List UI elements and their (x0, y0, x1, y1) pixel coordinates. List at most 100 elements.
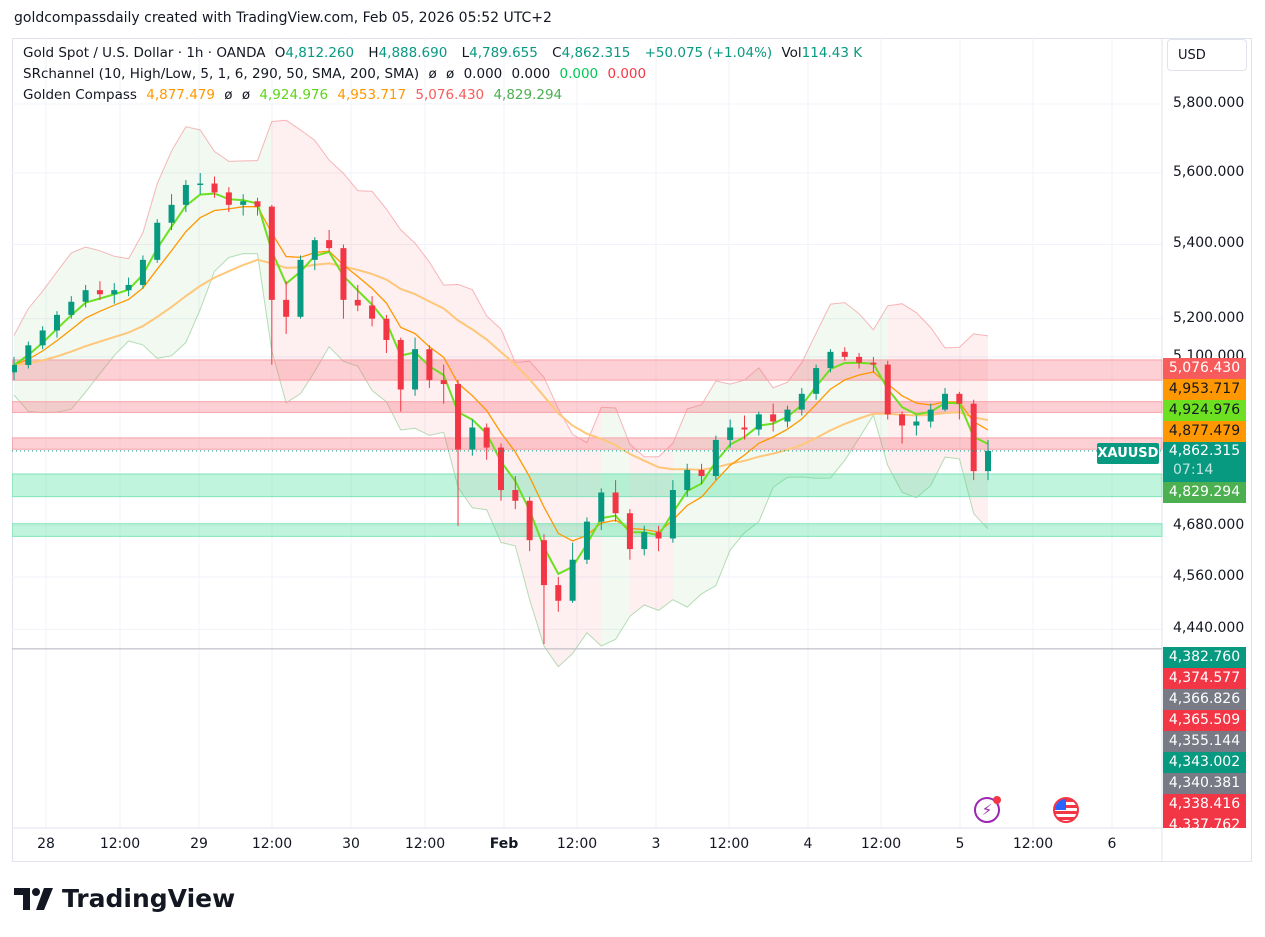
symbol-name[interactable]: Gold Spot / U.S. Dollar · 1h · OANDA (23, 45, 266, 61)
price-label: 4,338.416 (1163, 794, 1246, 815)
us-flag-icon[interactable] (1053, 797, 1079, 823)
lightning-event-icon[interactable]: ⚡ (974, 796, 1001, 823)
candle-body (655, 532, 662, 539)
price-label: 4,343.002 (1163, 752, 1246, 773)
open-value: 4,812.260 (285, 45, 355, 61)
sr-value: 0.000 (559, 66, 599, 82)
band-fill (257, 121, 272, 351)
gc-value: ø (224, 87, 233, 103)
candle-body (770, 414, 777, 422)
price-label: 5,076.430 (1163, 358, 1246, 379)
price-label: 4,366.826 (1163, 689, 1246, 710)
band-fill (715, 380, 731, 586)
band-fill (128, 232, 143, 345)
band-fill (543, 377, 559, 667)
candle-body (340, 248, 347, 300)
band-fill (572, 434, 587, 654)
low-label: L (461, 45, 470, 61)
sr-zone-red (12, 437, 1163, 450)
candle-body (970, 403, 977, 472)
golden-compass-name[interactable]: Golden Compass (23, 87, 137, 103)
chart-credit: goldcompassdaily created with TradingVie… (14, 10, 552, 26)
candle-body (455, 384, 462, 450)
gc-value: ø (241, 87, 251, 103)
sr-zone-green (12, 473, 1163, 498)
gc-value: 4,924.976 (259, 87, 329, 103)
candle-body (813, 368, 820, 394)
currency-button[interactable]: USD (1167, 39, 1247, 71)
time-tick-label: 12:00 (708, 836, 750, 852)
candle-body (727, 427, 734, 440)
price-tick-label: 4,440.000 (1173, 620, 1245, 637)
band-fill (830, 302, 845, 479)
band-fill (773, 382, 788, 488)
band-fill (443, 284, 459, 488)
open-label: O (274, 45, 286, 61)
mid-ma-line (13, 206, 989, 542)
candle-body (426, 349, 433, 381)
candle-body (827, 351, 834, 369)
time-tick-label: 30 (342, 836, 360, 852)
candle-body (283, 299, 290, 317)
candle-body (569, 559, 576, 601)
sr-value: 0.000 (607, 66, 647, 82)
candle-body (612, 492, 619, 514)
price-label: 4,340.381 (1163, 773, 1246, 794)
price-tick-label: 5,600.000 (1173, 163, 1245, 180)
price-chart[interactable] (12, 38, 1252, 862)
band-fill (486, 316, 501, 543)
time-tick-label: 12:00 (860, 836, 902, 852)
band-fill (916, 312, 931, 498)
band-fill (300, 129, 315, 394)
candle-body (698, 469, 705, 477)
gc-value: 4,877.479 (146, 87, 215, 103)
volume-value: 114.43 K (801, 45, 863, 61)
slow-ma-line (13, 258, 989, 471)
time-tick-label: Feb (489, 836, 519, 852)
band-fill (314, 140, 330, 372)
close-value: 4,862.315 (561, 45, 631, 61)
band-fill (286, 120, 301, 403)
candle-body (669, 490, 676, 539)
candle-body (684, 469, 691, 491)
band-fill (816, 304, 831, 479)
candle-body (755, 414, 762, 430)
band-fill (228, 160, 244, 258)
time-tick-label: 12:00 (1012, 836, 1054, 852)
candle-body (712, 439, 719, 477)
candle-body (985, 450, 991, 472)
time-tick-label: 12:00 (251, 836, 293, 852)
chart-frame (12, 38, 1252, 862)
time-tick-label: 29 (190, 836, 208, 852)
sr-zone-red (12, 359, 1163, 381)
candle-body (741, 427, 748, 430)
time-tick-label: 4 (803, 836, 813, 852)
candle-body (913, 421, 920, 426)
candle-body (369, 305, 376, 319)
band-lower-line (13, 253, 989, 668)
price-tick-label: 4,560.000 (1173, 567, 1245, 584)
price-tick-label: 5,200.000 (1173, 309, 1245, 326)
time-tick-label: 12:00 (556, 836, 598, 852)
srchannel-name[interactable]: SRchannel (10, High/Low, 5, 1, 6, 290, 5… (23, 66, 420, 82)
price-label: 4,953.717 (1163, 379, 1246, 400)
candle-body (326, 240, 333, 249)
candle-body (397, 339, 404, 390)
price-tick-label: 5,400.000 (1173, 235, 1245, 252)
band-fill (687, 404, 702, 608)
sr-value: 0.000 (511, 66, 551, 82)
candle-body (469, 427, 476, 450)
price-tick-label: 5,800.000 (1173, 95, 1245, 111)
price-tick-label: 4,680.000 (1173, 516, 1245, 533)
candle-body (483, 427, 490, 448)
candle-body (526, 500, 533, 541)
band-fill (28, 291, 43, 413)
high-label: H (368, 45, 379, 61)
band-fill (429, 261, 444, 436)
candle-body (354, 299, 361, 306)
candle-body (254, 201, 261, 207)
band-fill (601, 407, 616, 647)
band-fill (586, 407, 602, 647)
band-fill (357, 190, 373, 391)
candle-body (154, 222, 161, 260)
